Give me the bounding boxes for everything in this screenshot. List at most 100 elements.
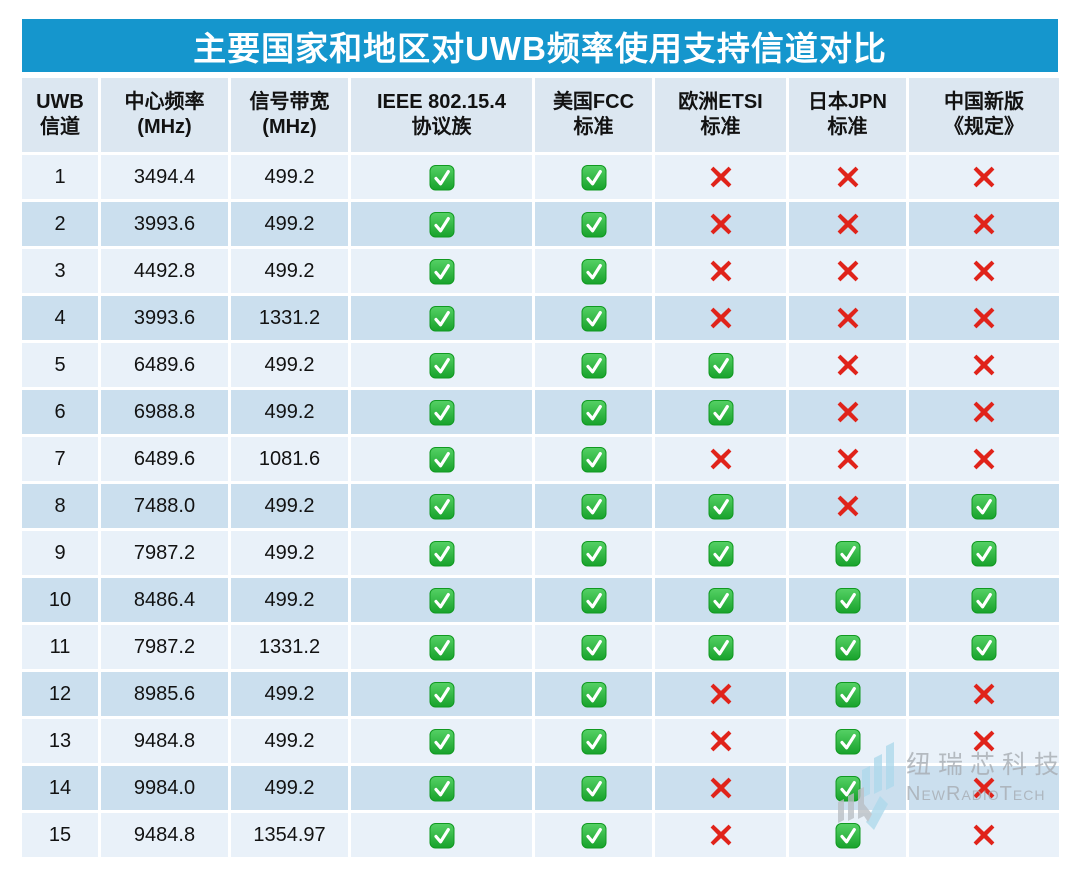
column-header-6: 日本JPN 标准 [789, 78, 906, 152]
support-cell-ieee [351, 202, 532, 246]
support-cell-jpn [789, 484, 906, 528]
support-cell-etsi [655, 766, 786, 810]
check-icon [581, 258, 607, 285]
check-icon [708, 493, 734, 520]
support-cell-fcc [535, 296, 652, 340]
cross-icon [973, 307, 995, 329]
bandwidth-cell: 1354.97 [231, 813, 348, 857]
check-icon [429, 587, 455, 614]
check-icon [581, 822, 607, 849]
support-cell-china [909, 155, 1059, 199]
support-cell-ieee [351, 343, 532, 387]
support-cell-fcc [535, 343, 652, 387]
check-icon [429, 211, 454, 237]
check-icon [429, 399, 455, 426]
support-cell-china [909, 672, 1059, 716]
cross-icon [973, 824, 995, 846]
check-icon [581, 352, 607, 379]
support-cell-jpn [789, 766, 906, 810]
support-cell-jpn [789, 813, 906, 857]
cross-icon [971, 165, 997, 189]
support-cell-jpn [789, 625, 906, 669]
cross-icon [973, 354, 995, 376]
support-cell-jpn [789, 343, 906, 387]
check-icon [429, 305, 455, 332]
check-icon [835, 822, 861, 849]
cross-icon [971, 400, 997, 424]
check-icon [581, 634, 606, 660]
support-cell-etsi [655, 343, 786, 387]
support-cell-etsi [655, 484, 786, 528]
cross-icon [710, 824, 731, 846]
support-cell-ieee [351, 155, 532, 199]
bandwidth-cell: 499.2 [231, 390, 348, 434]
check-icon [429, 352, 455, 379]
check-icon [971, 493, 997, 520]
check-icon [429, 164, 454, 190]
channel-cell: 2 [22, 202, 98, 246]
channel-cell: 15 [22, 813, 98, 857]
check-icon [581, 258, 606, 284]
support-cell-china [909, 437, 1059, 481]
check-icon [708, 352, 733, 378]
check-icon [581, 446, 606, 472]
cross-icon [837, 166, 858, 188]
support-cell-jpn [789, 390, 906, 434]
support-cell-etsi [655, 296, 786, 340]
cross-icon [835, 353, 861, 377]
support-cell-ieee [351, 625, 532, 669]
bandwidth-cell: 499.2 [231, 719, 348, 763]
check-icon [835, 540, 861, 567]
support-cell-etsi [655, 813, 786, 857]
check-icon [708, 540, 734, 567]
cross-icon [708, 259, 734, 283]
center-freq-cell: 9984.0 [101, 766, 228, 810]
check-icon [835, 728, 861, 755]
column-header-7: 中国新版 《规定》 [909, 78, 1059, 152]
check-icon [429, 728, 455, 755]
support-cell-china [909, 249, 1059, 293]
check-icon [835, 681, 861, 708]
support-cell-etsi [655, 202, 786, 246]
support-cell-china [909, 390, 1059, 434]
cross-icon [973, 213, 995, 235]
cross-icon [835, 447, 861, 471]
center-freq-cell: 9484.8 [101, 719, 228, 763]
check-icon [429, 493, 455, 520]
check-icon [581, 540, 606, 566]
cross-icon [708, 729, 734, 753]
check-icon [835, 587, 861, 614]
center-freq-cell: 3993.6 [101, 202, 228, 246]
check-icon [581, 775, 607, 802]
bandwidth-cell: 499.2 [231, 155, 348, 199]
cross-icon [971, 776, 997, 800]
cross-icon [708, 823, 734, 847]
support-cell-etsi [655, 249, 786, 293]
support-cell-fcc [535, 625, 652, 669]
check-icon [429, 493, 454, 519]
cross-icon [835, 306, 861, 330]
channel-cell: 10 [22, 578, 98, 622]
check-icon [708, 587, 734, 614]
support-cell-china [909, 719, 1059, 763]
cross-icon [971, 306, 997, 330]
channel-cell: 7 [22, 437, 98, 481]
check-icon [429, 634, 455, 661]
check-icon [429, 775, 454, 801]
center-freq-cell: 7488.0 [101, 484, 228, 528]
center-freq-cell: 6489.6 [101, 437, 228, 481]
cross-icon [710, 260, 731, 282]
cross-icon [835, 259, 861, 283]
check-icon [581, 681, 606, 707]
support-cell-ieee [351, 437, 532, 481]
cross-icon [973, 260, 995, 282]
support-cell-jpn [789, 719, 906, 763]
center-freq-cell: 8486.4 [101, 578, 228, 622]
check-icon [708, 587, 733, 613]
channel-cell: 1 [22, 155, 98, 199]
column-header-1: 中心频率 (MHz) [101, 78, 228, 152]
check-icon [835, 775, 861, 802]
check-icon [429, 540, 454, 566]
check-icon [581, 775, 606, 801]
check-icon [835, 634, 860, 660]
